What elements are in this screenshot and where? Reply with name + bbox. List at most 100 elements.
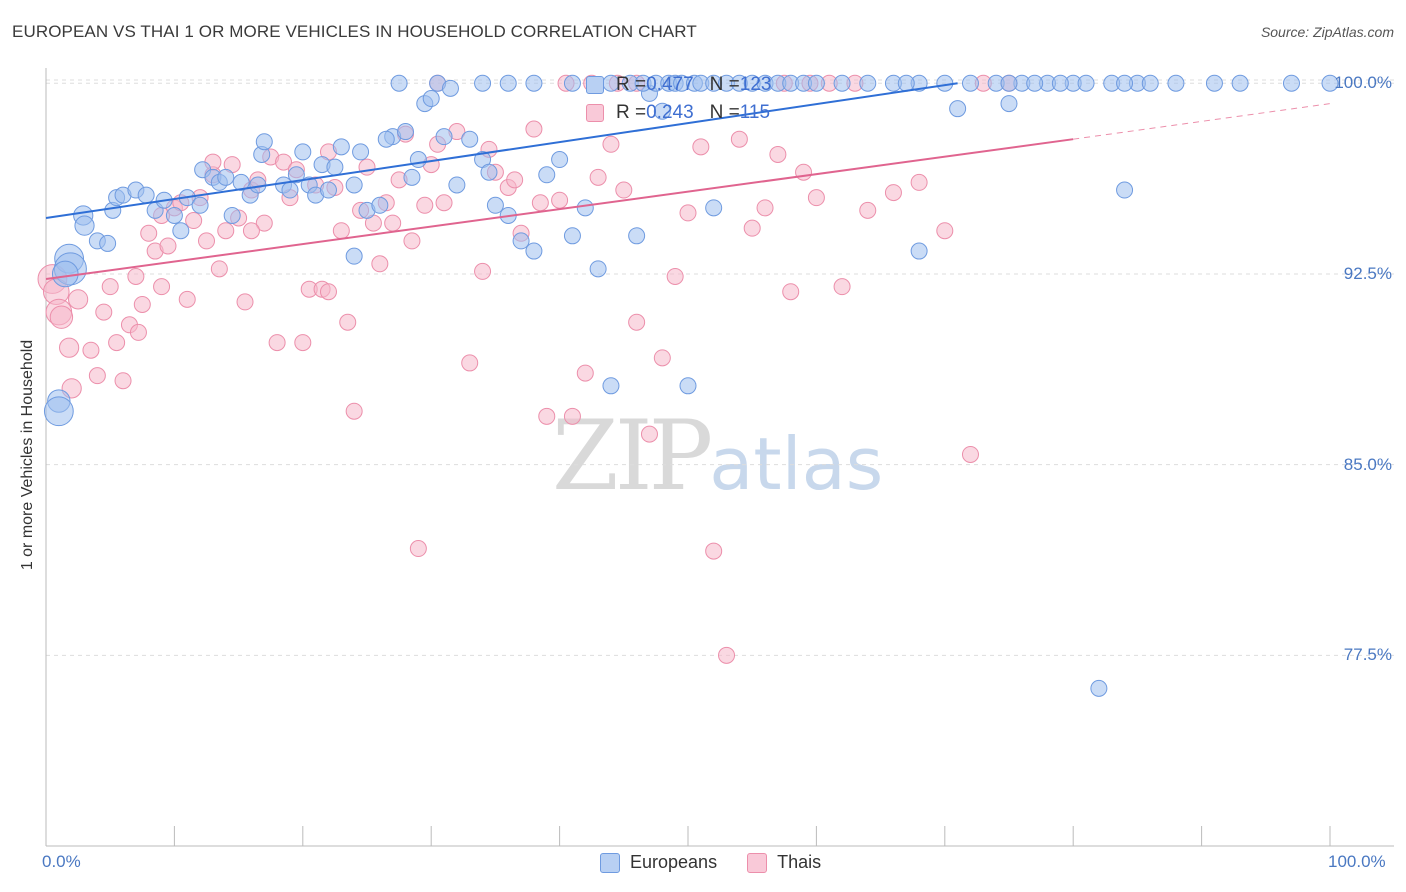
thais-point [133,295,151,313]
thais-r-label: R = [616,102,647,123]
thais-point [127,267,145,285]
thais-point [159,237,177,255]
europeans-point [563,227,581,245]
europeans-point [1205,74,1223,92]
europeans-point [326,158,344,176]
thais-point [961,445,979,463]
europeans-point [525,74,543,92]
thais-point [782,283,800,301]
thais-point [358,158,376,176]
thais-point [217,222,235,240]
gridlines [46,79,1394,656]
legend-item-thais[interactable]: Thais [747,852,821,873]
thais-point [339,313,357,331]
thais-point [268,334,286,352]
europeans-point [319,181,337,199]
europeans-point [1000,74,1018,92]
thais-n-label: N = [709,102,740,123]
thais-point [185,212,203,230]
europeans-point [377,130,395,148]
thais-point [884,184,902,202]
europeans-n-label: N = [709,74,740,95]
europeans-point [409,151,427,169]
thais-point [795,163,813,181]
europeans-point [232,173,250,191]
europeans-point [43,396,74,427]
watermark: ZIPatlas [552,400,883,512]
thais-point [474,262,492,280]
europeans-point [1051,74,1069,92]
europeans-point [512,232,530,250]
thais-point [833,278,851,296]
europeans-point [1231,74,1249,92]
europeans-point [332,138,350,156]
thais-point [409,540,427,558]
europeans-swatch [586,76,604,94]
europeans-point [352,143,370,161]
thais-point [108,334,126,352]
thais-point [589,168,607,186]
thais-point [538,407,556,425]
thais-r-value: 0.243 [646,102,694,123]
europeans-point [897,74,915,92]
europeans-point [165,206,183,224]
europeans-point [910,242,928,260]
europeans-point [538,166,556,184]
europeans-point [807,74,825,92]
thais-point [910,173,928,191]
thais-point [666,267,684,285]
thais-points [37,74,1018,664]
thais-point [95,303,113,321]
europeans-point [371,196,389,214]
thais-point [403,232,421,250]
y-tick-label-3: 77.5% [1343,645,1392,665]
thais-point [936,222,954,240]
europeans-r-value: 0.477 [646,74,694,95]
europeans-point [653,102,671,120]
thais-point [49,305,74,329]
europeans-point [441,79,459,97]
thais-point [615,181,633,199]
thais-point [602,135,620,153]
legend-item-europeans[interactable]: Europeans [600,852,717,873]
europeans-point [1167,74,1185,92]
chart-title: EUROPEAN VS THAI 1 OR MORE VEHICLES IN H… [12,22,697,41]
europeans-point [1282,74,1300,92]
thais-point [718,646,736,664]
thais-point [319,283,337,301]
thais-point [178,290,196,308]
thais-point [68,289,89,310]
europeans-point [486,196,504,214]
europeans-point [628,227,646,245]
europeans-point [1116,74,1134,92]
europeans-point [255,133,273,151]
thais-point [82,341,100,359]
thais-swatch [586,104,604,122]
europeans-point [525,242,543,260]
thais-point [576,364,594,382]
series-legend: Europeans Thais [600,852,851,873]
thais-point [140,224,158,242]
thais-point [563,407,581,425]
thais-trendline-extension [1073,103,1331,140]
europeans-n-value: 123 [739,74,772,95]
europeans-point [390,74,408,92]
europeans-point [833,74,851,92]
europeans-point [223,206,241,224]
europeans-point [51,260,79,288]
y-tick-label-0: 100.0% [1334,73,1392,93]
thais-point [236,293,254,311]
europeans-r-label: R = [616,74,647,95]
europeans-point [679,377,697,395]
thais-point [332,222,350,240]
europeans-point [74,215,95,236]
thais-point [435,194,453,212]
europeans-point [435,128,453,146]
europeans-point [1141,74,1159,92]
thais-point [640,425,658,443]
europeans-legend-label: Europeans [630,852,718,872]
europeans-point [1090,679,1108,697]
thais-point [345,402,363,420]
europeans-point [961,74,979,92]
thais-point [525,120,543,138]
